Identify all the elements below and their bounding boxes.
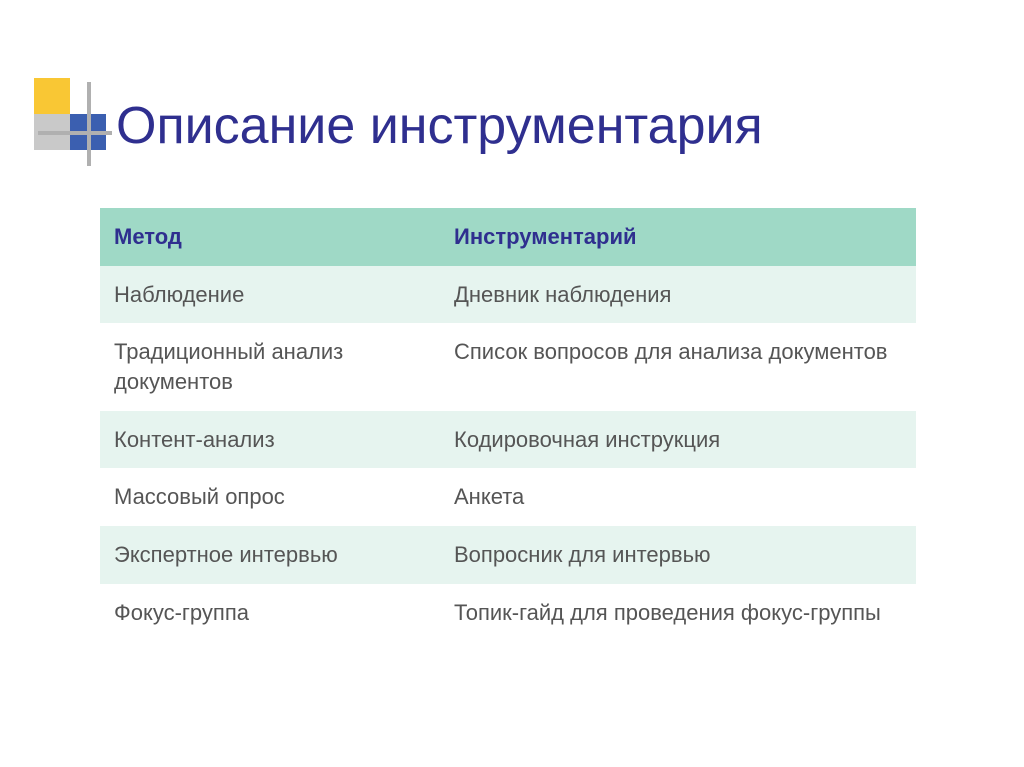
table-header-row: Метод Инструментарий xyxy=(100,208,916,266)
cell-method: Традиционный анализ документов xyxy=(100,323,440,410)
table-row: Контент-анализ Кодировочная инструкция xyxy=(100,411,916,469)
logo-square-yellow xyxy=(34,78,70,114)
slide-title: Описание инструментария xyxy=(116,96,763,156)
table-row: Экспертное интервью Вопросник для интерв… xyxy=(100,526,916,584)
cell-tool: Анкета xyxy=(440,468,916,526)
cell-method: Фокус-группа xyxy=(100,584,440,642)
table-row: Наблюдение Дневник наблюдения xyxy=(100,266,916,324)
slide-logo xyxy=(34,78,112,166)
logo-line-horizontal xyxy=(38,131,112,135)
methods-table: Метод Инструментарий Наблюдение Дневник … xyxy=(100,208,916,642)
table-row: Традиционный анализ документов Список во… xyxy=(100,323,916,410)
table-row: Массовый опрос Анкета xyxy=(100,468,916,526)
cell-tool: Дневник наблюдения xyxy=(440,266,916,324)
cell-method: Контент-анализ xyxy=(100,411,440,469)
cell-tool: Вопросник для интервью xyxy=(440,526,916,584)
table-row: Фокус-группа Топик-гайд для проведения ф… xyxy=(100,584,916,642)
table-header-method: Метод xyxy=(100,208,440,266)
cell-method: Экспертное интервью xyxy=(100,526,440,584)
cell-tool: Кодировочная инструкция xyxy=(440,411,916,469)
logo-line-vertical xyxy=(87,82,91,166)
cell-tool: Список вопросов для анализа документов xyxy=(440,323,916,410)
table-header-tool: Инструментарий xyxy=(440,208,916,266)
cell-tool: Топик-гайд для проведения фокус-группы xyxy=(440,584,916,642)
cell-method: Массовый опрос xyxy=(100,468,440,526)
cell-method: Наблюдение xyxy=(100,266,440,324)
